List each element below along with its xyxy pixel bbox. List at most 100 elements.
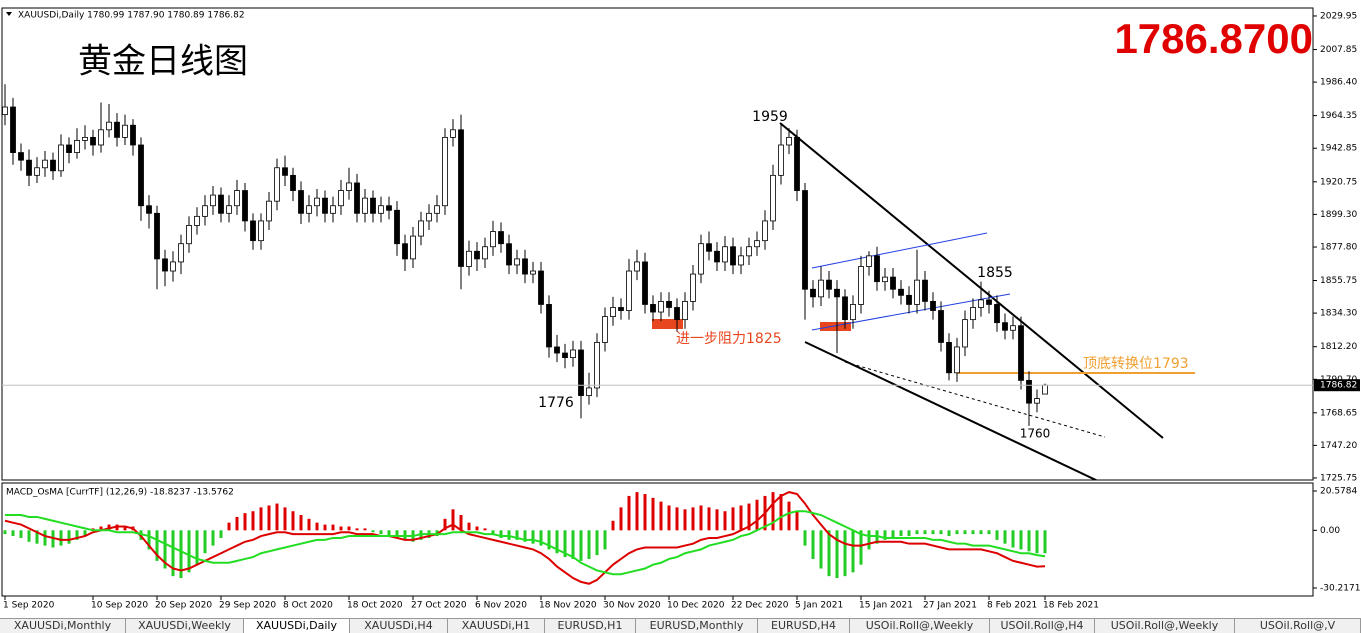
histogram-bar: [147, 530, 151, 550]
histogram-bar: [267, 505, 271, 531]
histogram-bar: [987, 530, 991, 535]
price-display: 1786.8700: [1114, 15, 1313, 62]
histogram-bar: [67, 530, 71, 544]
histogram-bar: [539, 530, 543, 546]
x-tick-label: 18 Feb 2021: [1043, 601, 1099, 611]
x-tick-label: 15 Jan 2021: [859, 601, 913, 611]
histogram-bar: [347, 526, 351, 531]
candle-body: [2, 106, 8, 116]
histogram-bar: [771, 492, 775, 531]
chart-tab[interactable]: EURUSD,H1: [545, 619, 636, 633]
candle-body: [874, 255, 880, 283]
candle-body: [218, 194, 224, 214]
candle-body: [266, 200, 272, 222]
histogram-bar: [163, 530, 167, 569]
histogram-bar: [955, 530, 959, 535]
candle-body: [1042, 384, 1048, 395]
histogram-bar: [99, 526, 103, 531]
histogram-bar: [1043, 530, 1047, 554]
histogram-bar: [859, 530, 863, 565]
histogram-bar: [747, 503, 751, 531]
chart-title: 黄金日线图: [78, 42, 248, 82]
histogram-bar: [811, 530, 815, 559]
histogram-bar: [627, 495, 631, 531]
candle-body: [130, 124, 136, 146]
chart-tab[interactable]: XAUUSDi,H1: [448, 619, 545, 633]
histogram-bar: [835, 530, 839, 579]
histogram-bar: [83, 530, 87, 537]
histogram-bar: [827, 530, 831, 577]
chart-tab[interactable]: XAUUSDi,Daily: [244, 619, 350, 633]
candle-body: [986, 299, 992, 305]
candle-body: [90, 136, 96, 146]
histogram-bar: [699, 505, 703, 531]
candle-body: [306, 205, 312, 214]
candle-body: [970, 307, 976, 321]
candle-body: [546, 304, 552, 348]
chart-tab[interactable]: EURUSD,H4: [758, 619, 850, 633]
candle-body: [426, 212, 432, 222]
histogram-bar: [227, 522, 231, 531]
histogram-bar: [891, 530, 895, 538]
histogram-bar: [75, 530, 79, 540]
chart-tab[interactable]: USOil.Roll@,V: [1235, 619, 1361, 633]
histogram-bar: [467, 522, 471, 531]
chart-tab[interactable]: XAUUSDi,Monthly: [0, 619, 126, 633]
histogram-bar: [739, 505, 743, 531]
histogram-bar: [1019, 530, 1023, 550]
candle-body: [754, 240, 760, 248]
candle-body: [498, 231, 504, 245]
candle-body: [898, 288, 904, 296]
histogram-bar: [491, 530, 495, 535]
candle-body: [914, 279, 920, 305]
candle-body: [930, 301, 936, 311]
chart-tab[interactable]: XAUUSDi,Weekly: [126, 619, 244, 633]
x-tick-label: 5 Jan 2021: [795, 601, 843, 611]
candle-body: [538, 270, 544, 305]
candle-body: [698, 243, 704, 275]
histogram-bar: [1011, 530, 1015, 548]
menu-icon: [6, 12, 12, 16]
candle-body: [690, 273, 696, 302]
candle-body: [274, 167, 280, 202]
histogram-bar: [355, 528, 359, 531]
histogram-bar: [587, 530, 591, 559]
candle-body: [522, 258, 528, 275]
histogram-bar: [979, 530, 983, 535]
candle-body: [730, 246, 736, 266]
histogram-bar: [531, 530, 535, 544]
candle-body: [258, 220, 264, 242]
candle-body: [866, 255, 872, 267]
candle-body: [674, 307, 680, 321]
histogram-bar: [683, 509, 687, 531]
candle-body: [634, 261, 640, 272]
candle-body: [378, 205, 384, 214]
histogram-bar: [27, 530, 31, 542]
candle-body: [922, 279, 928, 302]
chart-tab[interactable]: USOil.Roll@,Weekly: [1095, 619, 1235, 633]
histogram-bar: [595, 530, 599, 556]
histogram-bar: [963, 530, 967, 535]
chart-tab[interactable]: USOil.Roll@,H4: [990, 619, 1095, 633]
candle-body: [178, 243, 184, 263]
candle-body: [954, 346, 960, 374]
histogram-bar: [195, 530, 199, 565]
chart-tab[interactable]: USOil.Roll@,Weekly: [850, 619, 990, 633]
y-tick-label: 1964.35: [1320, 111, 1357, 121]
histogram-bar: [443, 518, 447, 531]
candle-body: [562, 352, 568, 358]
candle-body: [786, 136, 792, 146]
candle-body: [418, 220, 424, 237]
support-box: [820, 322, 851, 331]
chart-tab[interactable]: XAUUSDi,H4: [350, 619, 448, 633]
chart-tab[interactable]: EURUSD,Monthly: [636, 619, 758, 633]
candle-body: [714, 250, 720, 263]
candle-body: [746, 246, 752, 257]
y-tick-label: 1768.65: [1320, 408, 1357, 418]
annotation: 进一步阻力1825: [676, 331, 782, 347]
histogram-bar: [611, 520, 615, 531]
channel-line: [811, 232, 988, 269]
candle-body: [570, 349, 576, 358]
histogram-bar: [731, 507, 735, 531]
histogram-bar: [523, 530, 527, 542]
